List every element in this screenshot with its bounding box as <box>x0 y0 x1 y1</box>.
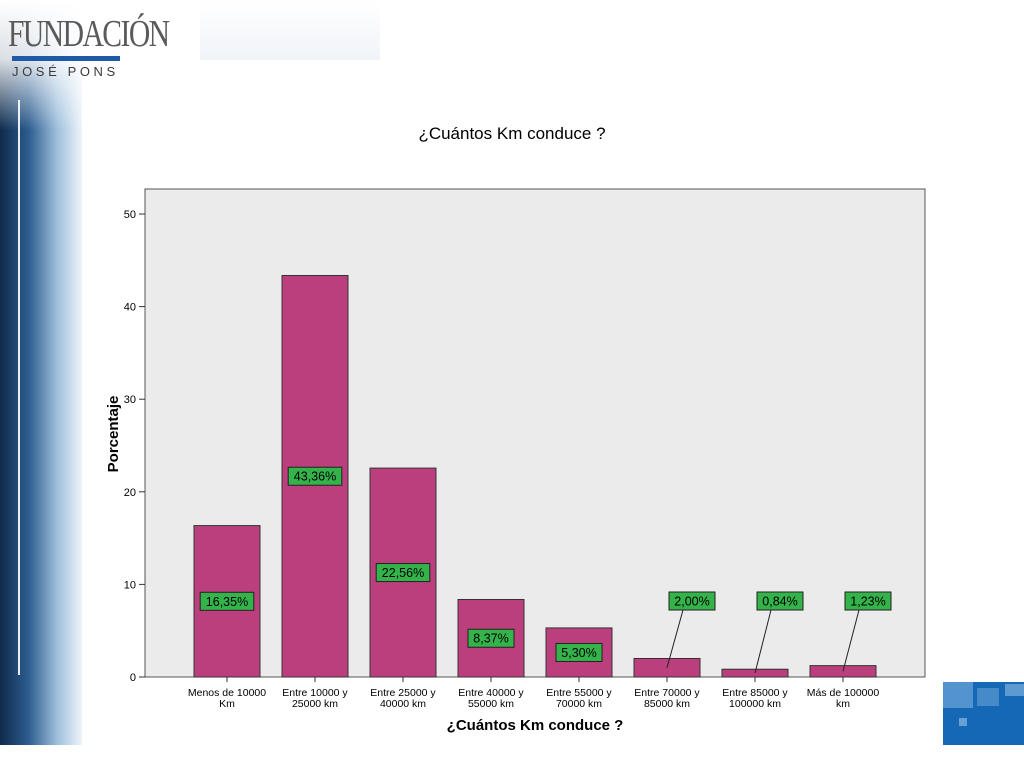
x-tick-label: Más de 100000 <box>807 687 880 699</box>
x-tick-label: Entre 55000 y <box>546 687 612 699</box>
fundacion-logo: FUNDACIÓN JOSÉ PONS <box>8 13 170 84</box>
decorative-header-shape <box>200 0 380 60</box>
x-axis-title: ¿Cuántos Km conduce ? <box>447 717 624 734</box>
x-tick-label: Entre 40000 y <box>458 687 524 699</box>
x-tick-label: Entre 10000 y <box>282 687 348 699</box>
data-label: 43,36% <box>294 470 336 484</box>
x-tick-label: 100000 km <box>729 698 781 710</box>
y-axis: 0 10 20 30 40 50 <box>124 209 145 684</box>
decorative-squares <box>943 682 1024 745</box>
data-label: 2,00% <box>674 595 709 609</box>
x-tick-label: 40000 km <box>380 698 426 710</box>
x-tick-label: Km <box>219 698 235 710</box>
leader-line <box>666 609 684 668</box>
data-labels: 16,35% 43,36% 22,56% 8,37% 5,30% 2,00% 0,84% 1,… <box>199 466 892 674</box>
decorative-line <box>18 100 20 675</box>
leader-line <box>754 609 772 674</box>
data-label-box <box>668 591 716 611</box>
plot-area <box>144 188 926 678</box>
data-label: 0,84% <box>762 595 797 609</box>
data-label-box <box>844 591 892 611</box>
y-tick-label: 40 <box>124 302 136 314</box>
logo-line-1: FUNDACIÓN <box>8 13 170 55</box>
data-label-box <box>756 591 804 611</box>
data-label: 8,37% <box>473 632 508 646</box>
chart-container: ¿Cuántos Km conduce ? 0 10 20 30 40 50 Menos … <box>82 90 944 745</box>
data-label-box <box>287 466 343 486</box>
y-tick-label: 20 <box>124 487 136 499</box>
x-tick-label: km <box>836 698 850 710</box>
data-label: 22,56% <box>382 566 424 580</box>
x-tick-label: 85000 km <box>644 698 690 710</box>
leader-line <box>842 609 860 672</box>
x-tick-label: Entre 25000 y <box>370 687 436 699</box>
logo-bar <box>12 56 120 61</box>
bar <box>721 668 789 678</box>
data-label-box <box>467 628 515 648</box>
x-tick-label: 55000 km <box>468 698 514 710</box>
data-label-box <box>555 642 603 662</box>
data-label: 1,23% <box>850 595 885 609</box>
y-tick-label: 30 <box>124 394 136 406</box>
x-tick-label: 25000 km <box>292 698 338 710</box>
x-tick-label: Menos de 10000 <box>188 687 266 699</box>
data-label-box <box>199 591 255 611</box>
logo-line-2: JOSÉ PONS <box>12 64 119 79</box>
bar-chart: ¿Cuántos Km conduce ? 0 10 20 30 40 50 Menos … <box>105 124 926 734</box>
y-tick-label: 10 <box>124 579 136 591</box>
data-label-box <box>375 563 431 583</box>
chart-title: ¿Cuántos Km conduce ? <box>418 124 605 143</box>
x-tick-label: 70000 km <box>556 698 602 710</box>
left-decorative-band <box>0 0 82 745</box>
data-label: 5,30% <box>561 646 596 660</box>
x-tick-label: Entre 70000 y <box>634 687 700 699</box>
y-axis-title: Porcentaje <box>105 396 122 473</box>
y-tick-label: 50 <box>124 209 136 221</box>
x-tick-label: Entre 85000 y <box>722 687 788 699</box>
data-label: 16,35% <box>206 595 248 609</box>
y-tick-label: 0 <box>130 672 136 684</box>
